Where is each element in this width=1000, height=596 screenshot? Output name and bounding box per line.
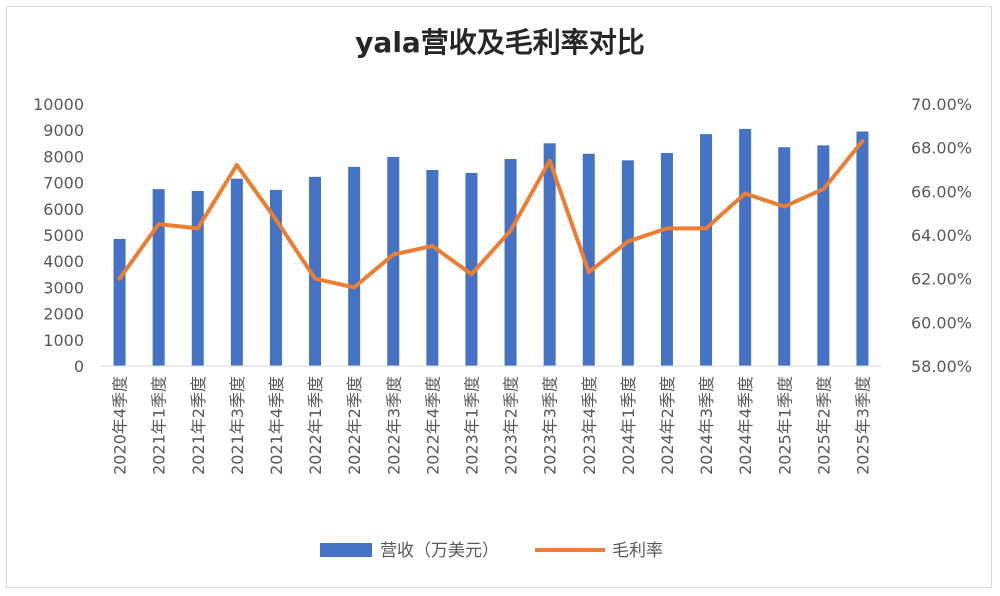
line-point	[430, 243, 435, 248]
x-axis-tick-label: 2022年3季度	[384, 376, 403, 475]
line-point	[547, 158, 552, 163]
left-axis-tick-label: 7000	[43, 174, 84, 193]
bar	[817, 145, 830, 366]
right-axis-tick-label: 62.00%	[911, 270, 972, 289]
x-axis-tick-label: 2022年4季度	[423, 376, 442, 475]
bar	[191, 190, 204, 366]
right-axis-tick-label: 58.00%	[911, 357, 972, 376]
bar	[348, 166, 361, 366]
right-axis-tick-label: 66.00%	[911, 182, 972, 201]
bar	[230, 178, 243, 366]
line-point	[664, 226, 669, 231]
left-axis-tick-label: 3000	[43, 278, 84, 297]
x-axis-tick-label: 2024年4季度	[736, 376, 755, 475]
line-point	[195, 226, 200, 231]
x-axis-tick-label: 2021年3季度	[228, 376, 247, 475]
bar	[582, 153, 595, 366]
x-axis-tick-label: 2023年1季度	[462, 376, 481, 475]
bar	[465, 172, 478, 366]
right-axis: 58.00% 60.00% 62.00% 64.00% 66.00% 68.00% 70.0…	[911, 95, 972, 376]
x-axis-tick-label: 2025年2季度	[814, 376, 833, 475]
chart-frame	[6, 6, 992, 588]
bar	[152, 189, 165, 366]
line-point	[234, 163, 239, 168]
line-series	[117, 139, 865, 290]
line-point	[391, 252, 396, 257]
line-point	[743, 191, 748, 196]
x-axis-tick-label: 2023年2季度	[502, 376, 521, 475]
x-axis-tick-label: 2021年2季度	[189, 376, 208, 475]
x-axis-tick-label: 2022年1季度	[306, 376, 325, 475]
left-axis-tick-label: 2000	[43, 305, 84, 324]
bar	[309, 176, 322, 366]
left-axis-tick-label: 0	[74, 357, 84, 376]
bar	[660, 152, 673, 366]
left-axis-tick-label: 1000	[43, 331, 84, 350]
legend-swatch-revenue	[320, 543, 372, 557]
left-axis-tick-label: 8000	[43, 147, 84, 166]
bar	[113, 238, 126, 366]
x-axis: 2020年4季度 2021年1季度 2021年2季度 2021年3季度 2021年4季度…	[100, 365, 882, 475]
line-point	[352, 285, 357, 290]
legend-label-margin: 毛利率	[612, 541, 663, 561]
x-axis-tick-label: 2024年3季度	[697, 376, 716, 475]
x-axis-tick-label: 2024年1季度	[619, 376, 638, 475]
bar	[269, 189, 282, 366]
legend-label-revenue: 营收（万美元）	[380, 541, 499, 561]
bar	[700, 134, 713, 366]
bar	[621, 160, 634, 366]
line-point	[625, 239, 630, 244]
left-axis-tick-label: 4000	[43, 252, 84, 271]
line-point	[821, 187, 826, 192]
bar	[387, 156, 400, 366]
x-axis-tick-label: 2025年1季度	[775, 376, 794, 475]
line-point	[469, 272, 474, 277]
left-axis-tick-label: 5000	[43, 226, 84, 245]
chart-title: yala营收及毛利率对比	[355, 26, 645, 59]
bar	[426, 170, 439, 366]
line-point	[508, 228, 513, 233]
left-axis-tick-label: 10000	[33, 95, 84, 114]
x-axis-tick-label: 2025年3季度	[853, 376, 872, 475]
line-point	[586, 270, 591, 275]
bar	[504, 159, 517, 366]
legend: 营收（万美元） 毛利率	[320, 541, 663, 561]
margin-line	[117, 139, 865, 290]
left-axis-tick-label: 9000	[43, 121, 84, 140]
x-axis-tick-label: 2023年4季度	[580, 376, 599, 475]
line-point	[313, 276, 318, 281]
bar	[543, 143, 556, 366]
line-point	[782, 204, 787, 209]
x-axis-tick-label: 2021年4季度	[267, 376, 286, 475]
line-point	[117, 276, 122, 281]
x-axis-tick-label: 2024年2季度	[658, 376, 677, 475]
bar	[778, 147, 791, 366]
bar	[739, 128, 752, 366]
bar-series	[113, 128, 869, 366]
x-axis-tick-label: 2020年4季度	[111, 376, 130, 475]
bar	[856, 131, 869, 366]
left-axis: 0 1000 2000 3000 4000 5000 6000 7000 8000 9000 100…	[33, 95, 84, 376]
line-point	[704, 226, 709, 231]
line-point	[156, 222, 161, 227]
left-axis-tick-label: 6000	[43, 200, 84, 219]
line-point	[860, 139, 865, 144]
right-axis-tick-label: 64.00%	[911, 226, 972, 245]
x-axis-tick-label: 2022年2季度	[345, 376, 364, 475]
right-axis-tick-label: 70.00%	[911, 95, 972, 114]
line-point	[273, 217, 278, 222]
right-axis-tick-label: 60.00%	[911, 313, 972, 332]
x-axis-tick-label: 2021年1季度	[150, 376, 169, 475]
x-axis-tick-label: 2023年3季度	[541, 376, 560, 475]
right-axis-tick-label: 68.00%	[911, 139, 972, 158]
